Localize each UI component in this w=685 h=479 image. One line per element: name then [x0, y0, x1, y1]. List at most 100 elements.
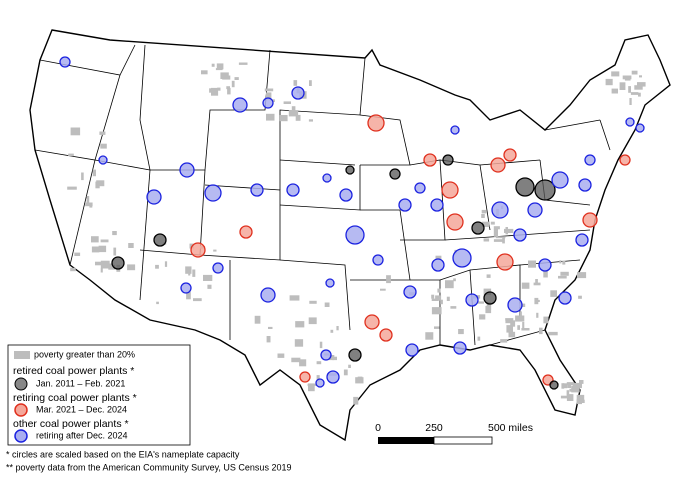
footnote: * circles are scaled based on the EIA's …: [6, 449, 240, 459]
poverty-area: [535, 279, 538, 284]
plant-marker: [471, 221, 485, 235]
plant-marker: [582, 212, 598, 228]
poverty-area: [631, 70, 638, 75]
poverty-area: [543, 270, 548, 278]
plant-marker: [538, 258, 552, 272]
poverty-area: [481, 209, 487, 214]
plant-marker: [490, 157, 506, 173]
poverty-area: [505, 318, 514, 321]
poverty-area: [576, 394, 585, 401]
poverty-area: [458, 329, 464, 335]
poverty-area: [217, 87, 221, 91]
poverty-area: [288, 110, 299, 117]
plant-marker: [326, 370, 340, 384]
poverty-area: [67, 186, 77, 190]
plant-marker: [111, 256, 125, 270]
plant-marker: [98, 155, 108, 165]
poverty-area: [316, 361, 322, 365]
poverty-area: [100, 143, 107, 149]
plant-marker: [345, 225, 365, 245]
legend-title: retired coal power plants *: [13, 365, 134, 377]
plant-marker: [153, 233, 167, 247]
poverty-area: [293, 80, 298, 86]
poverty-area: [99, 131, 106, 135]
poverty-area: [85, 202, 93, 207]
plant-marker: [364, 314, 380, 330]
legend-title: retiring coal power plants *: [13, 392, 137, 404]
poverty-area: [528, 260, 536, 268]
poverty-area: [500, 339, 508, 343]
plant-marker: [299, 371, 311, 383]
legend-label: poverty greater than 20%: [34, 349, 135, 359]
poverty-area: [100, 239, 109, 243]
poverty-area: [638, 92, 641, 97]
plant-marker: [450, 125, 460, 135]
poverty-area: [437, 288, 441, 293]
poverty-area: [566, 390, 570, 396]
poverty-area: [445, 280, 454, 289]
poverty-area: [521, 328, 530, 331]
plant-marker: [146, 189, 162, 205]
poverty-area: [295, 321, 305, 328]
poverty-area: [332, 356, 337, 361]
plant-marker: [578, 178, 592, 192]
poverty-area: [486, 274, 491, 278]
poverty-area: [277, 353, 285, 358]
poverty-area: [504, 228, 514, 233]
plant-markers: [59, 56, 645, 390]
poverty-area: [485, 305, 492, 314]
poverty-area: [639, 75, 642, 78]
poverty-area: [108, 264, 115, 270]
poverty-area: [628, 86, 631, 93]
poverty-area: [185, 266, 192, 274]
plant-marker: [527, 202, 543, 218]
plant-marker: [405, 343, 419, 357]
poverty-area: [517, 325, 520, 330]
poverty-area: [155, 264, 159, 269]
plant-marker: [515, 177, 535, 197]
poverty-area: [226, 86, 230, 90]
poverty-area: [611, 88, 618, 94]
poverty-area: [353, 396, 359, 405]
poverty-area: [343, 369, 348, 376]
plant-marker: [212, 262, 224, 274]
poverty-area: [156, 301, 159, 305]
plant-marker: [315, 378, 325, 388]
poverty-area: [308, 317, 317, 325]
scale-label: 500 miles: [488, 422, 533, 434]
poverty-area: [536, 312, 539, 318]
poverty-area: [483, 238, 490, 242]
plant-marker: [262, 97, 274, 109]
poverty-area: [231, 80, 235, 88]
poverty-area: [357, 376, 363, 381]
plant-marker: [389, 168, 401, 180]
poverty-area: [578, 295, 582, 299]
plant-marker: [446, 213, 464, 231]
poverty-area: [605, 78, 613, 86]
poverty-area: [380, 288, 386, 291]
poverty-area: [558, 275, 567, 279]
legend-swatch: [14, 403, 28, 417]
poverty-area: [207, 284, 212, 289]
poverty-area: [291, 106, 296, 113]
poverty-area: [637, 82, 646, 87]
plant-marker: [403, 285, 417, 299]
poverty-area: [329, 355, 335, 361]
poverty-area: [450, 306, 457, 309]
poverty-area: [70, 267, 76, 272]
poverty-area: [186, 291, 191, 300]
plant-marker: [619, 154, 631, 166]
poverty-area: [629, 98, 632, 105]
plant-marker: [491, 201, 509, 219]
poverty-area: [309, 80, 312, 86]
poverty-area: [283, 101, 291, 104]
poverty-area: [100, 260, 110, 269]
poverty-area: [550, 290, 557, 297]
poverty-area: [100, 268, 103, 273]
poverty-area: [634, 85, 643, 90]
poverty-area: [295, 114, 301, 121]
poverty-area: [127, 264, 136, 271]
poverty-area: [571, 385, 580, 393]
scale-segment: [378, 437, 434, 444]
